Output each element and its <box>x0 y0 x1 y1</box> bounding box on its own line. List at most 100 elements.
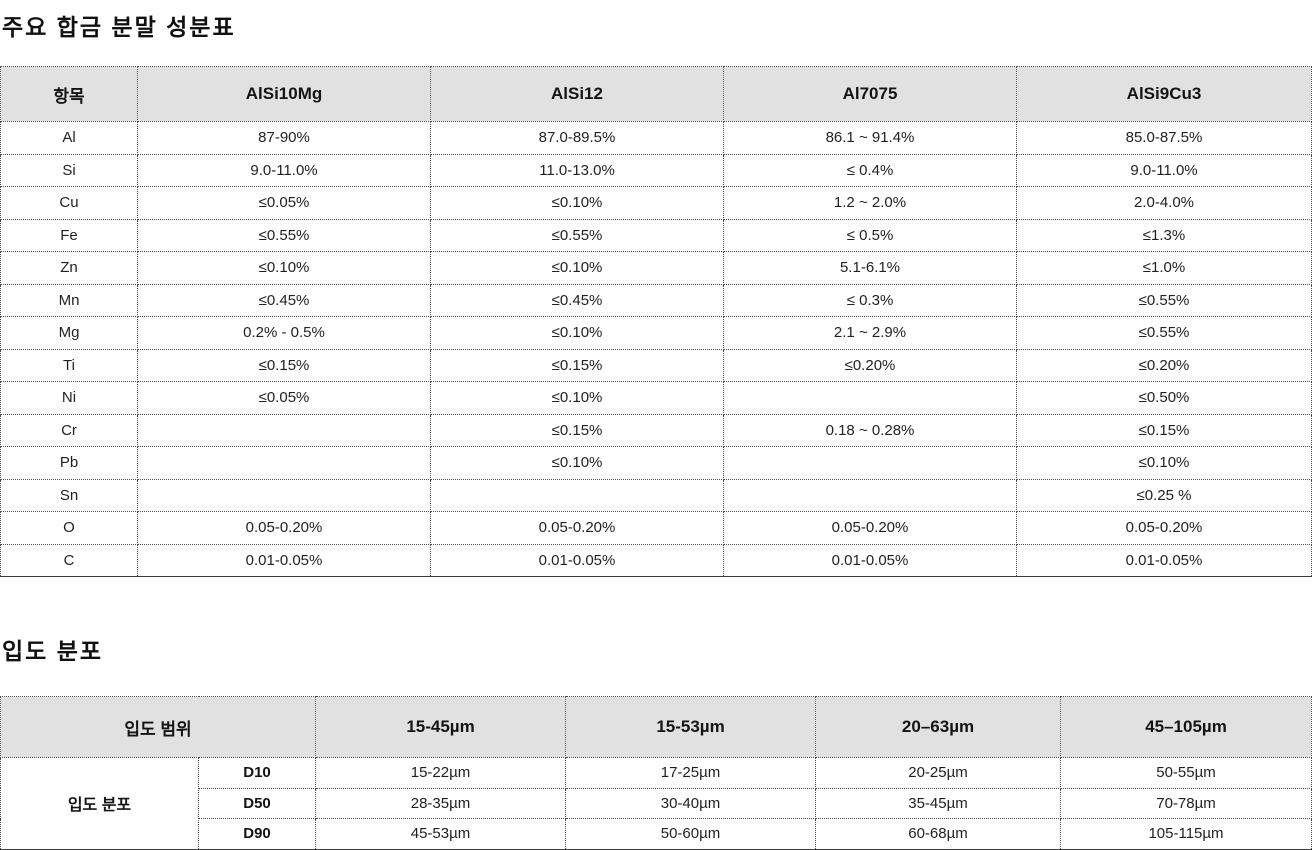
value-cell: ≤0.10% <box>430 251 724 285</box>
particle-table-header: 입도 범위 15-45µm 15-53µm 20–63µm 45–105µm <box>0 696 1313 758</box>
value-cell: ≤0.15% <box>1016 413 1312 447</box>
table-row: Ni ≤0.05% ≤0.10% ≤0.50% <box>0 381 1312 415</box>
column-header-al7075: Al7075 <box>723 66 1017 122</box>
table-row: Fe ≤0.55% ≤0.55% ≤ 0.5% ≤1.3% <box>0 218 1312 252</box>
value-cell: 11.0-13.0% <box>430 153 724 187</box>
value-cell: 87-90% <box>137 121 431 155</box>
value-cell: 50-60µm <box>565 818 817 850</box>
value-cell: ≤ 0.3% <box>723 283 1017 317</box>
value-cell: ≤0.25 % <box>1016 478 1312 512</box>
value-cell: 15-22µm <box>315 757 567 789</box>
value-cell: ≤0.45% <box>137 283 431 317</box>
table-row: Cr ≤0.15% 0.18 ~ 0.28% ≤0.15% <box>0 413 1312 447</box>
element-cell: Ti <box>0 348 138 382</box>
value-cell: ≤ 0.4% <box>723 153 1017 187</box>
value-cell: 0.01-0.05% <box>137 543 431 577</box>
value-cell: 17-25µm <box>565 757 817 789</box>
value-cell: ≤0.10% <box>137 251 431 285</box>
value-cell: 60-68µm <box>815 818 1062 850</box>
value-cell: 85.0-87.5% <box>1016 121 1312 155</box>
element-cell: Cr <box>0 413 138 447</box>
value-cell: ≤0.55% <box>1016 283 1312 317</box>
element-cell: O <box>0 511 138 545</box>
value-cell: 28-35µm <box>315 787 567 819</box>
value-cell: 20-25µm <box>815 757 1062 789</box>
particle-size-table: 입도 범위 15-45µm 15-53µm 20–63µm 45–105µm 입… <box>0 696 1313 850</box>
table-row: C 0.01-0.05% 0.01-0.05% 0.01-0.05% 0.01-0.05… <box>0 543 1312 577</box>
column-header-20-63: 20–63µm <box>815 696 1062 758</box>
value-cell <box>723 381 1017 415</box>
value-cell <box>137 446 431 480</box>
value-cell: 35-45µm <box>815 787 1062 819</box>
value-cell: 0.01-0.05% <box>723 543 1017 577</box>
value-cell: 2.1 ~ 2.9% <box>723 316 1017 350</box>
table-row: 입도 분포 D10 15-22µm 17-25µm 20-25µm 50-55µm <box>0 757 1313 850</box>
table-row: Zn ≤0.10% ≤0.10% 5.1-6.1% ≤1.0% <box>0 251 1312 285</box>
dvalue-label-cell: D90 <box>197 818 317 850</box>
value-cell <box>430 478 724 512</box>
value-cell: 0.01-0.05% <box>430 543 724 577</box>
value-cell: 9.0-11.0% <box>1016 153 1312 187</box>
element-cell: Cu <box>0 186 138 220</box>
particle-table-title: 입도 분포 <box>2 638 104 664</box>
element-cell: Mg <box>0 316 138 350</box>
value-cell: ≤0.15% <box>430 413 724 447</box>
dvalue-label-cell: D50 <box>197 787 317 819</box>
table-row: Ti ≤0.15% ≤0.15% ≤0.20% ≤0.20% <box>0 348 1312 382</box>
value-cell: ≤0.55% <box>1016 316 1312 350</box>
element-cell: Si <box>0 153 138 187</box>
value-cell: ≤0.55% <box>137 218 431 252</box>
column-header-size-range: 입도 범위 <box>0 696 317 758</box>
element-cell: Pb <box>0 446 138 480</box>
value-cell: 50-55µm <box>1060 757 1313 789</box>
column-header-alsi12: AlSi12 <box>430 66 724 122</box>
value-cell: ≤0.10% <box>430 186 724 220</box>
value-cell: ≤0.05% <box>137 381 431 415</box>
value-cell: ≤0.05% <box>137 186 431 220</box>
composition-table: 항목 AlSi10Mg AlSi12 Al7075 AlSi9Cu3 Al 87-… <box>0 66 1312 577</box>
column-header-alsi9cu3: AlSi9Cu3 <box>1016 66 1312 122</box>
element-cell: Zn <box>0 251 138 285</box>
document-page: 주요 합금 분말 성분표 항목 AlSi10Mg AlSi12 Al7075 A… <box>0 8 1313 850</box>
value-cell <box>723 478 1017 512</box>
column-header-15-53: 15-53µm <box>565 696 817 758</box>
value-cell: 30-40µm <box>565 787 817 819</box>
element-cell: Ni <box>0 381 138 415</box>
value-cell: ≤0.10% <box>430 316 724 350</box>
value-cell: 9.0-11.0% <box>137 153 431 187</box>
value-cell: ≤0.20% <box>1016 348 1312 382</box>
value-cell: ≤1.0% <box>1016 251 1312 285</box>
composition-table-title: 주요 합금 분말 성분표 <box>2 14 236 40</box>
row-group-label: 입도 분포 <box>0 757 199 850</box>
value-cell: ≤0.50% <box>1016 381 1312 415</box>
table-row: Mn ≤0.45% ≤0.45% ≤ 0.3% ≤0.55% <box>0 283 1312 317</box>
table-row: O 0.05-0.20% 0.05-0.20% 0.05-0.20% 0.05-0.20… <box>0 511 1312 545</box>
header-row: 항목 AlSi10Mg AlSi12 Al7075 AlSi9Cu3 <box>0 66 1312 122</box>
value-cell: 1.2 ~ 2.0% <box>723 186 1017 220</box>
header-row: 입도 범위 15-45µm 15-53µm 20–63µm 45–105µm <box>0 696 1313 758</box>
value-cell: ≤1.3% <box>1016 218 1312 252</box>
value-cell: 0.2% - 0.5% <box>137 316 431 350</box>
table-row: Mg 0.2% - 0.5% ≤0.10% 2.1 ~ 2.9% ≤0.55% <box>0 316 1312 350</box>
value-cell: ≤0.10% <box>430 446 724 480</box>
element-cell: C <box>0 543 138 577</box>
column-header-item: 항목 <box>0 66 138 122</box>
value-cell: ≤0.10% <box>1016 446 1312 480</box>
value-cell: 5.1-6.1% <box>723 251 1017 285</box>
value-cell: ≤ 0.5% <box>723 218 1017 252</box>
value-cell: 45-53µm <box>315 818 567 850</box>
value-cell <box>137 478 431 512</box>
value-cell: 105-115µm <box>1060 818 1313 850</box>
composition-tbody: Al 87-90% 87.0-89.5% 86.1 ~ 91.4% 85.0-87.5%… <box>0 121 1312 577</box>
value-cell: 0.05-0.20% <box>137 511 431 545</box>
value-cell: 86.1 ~ 91.4% <box>723 121 1017 155</box>
value-cell: 87.0-89.5% <box>430 121 724 155</box>
element-cell: Mn <box>0 283 138 317</box>
column-header-15-45: 15-45µm <box>315 696 567 758</box>
element-cell: Al <box>0 121 138 155</box>
table-row: Cu ≤0.05% ≤0.10% 1.2 ~ 2.0% 2.0-4.0% <box>0 186 1312 220</box>
composition-table-header: 항목 AlSi10Mg AlSi12 Al7075 AlSi9Cu3 <box>0 66 1312 122</box>
value-cell: 0.05-0.20% <box>430 511 724 545</box>
value-cell: 0.05-0.20% <box>723 511 1017 545</box>
table-row: Pb ≤0.10% ≤0.10% <box>0 446 1312 480</box>
